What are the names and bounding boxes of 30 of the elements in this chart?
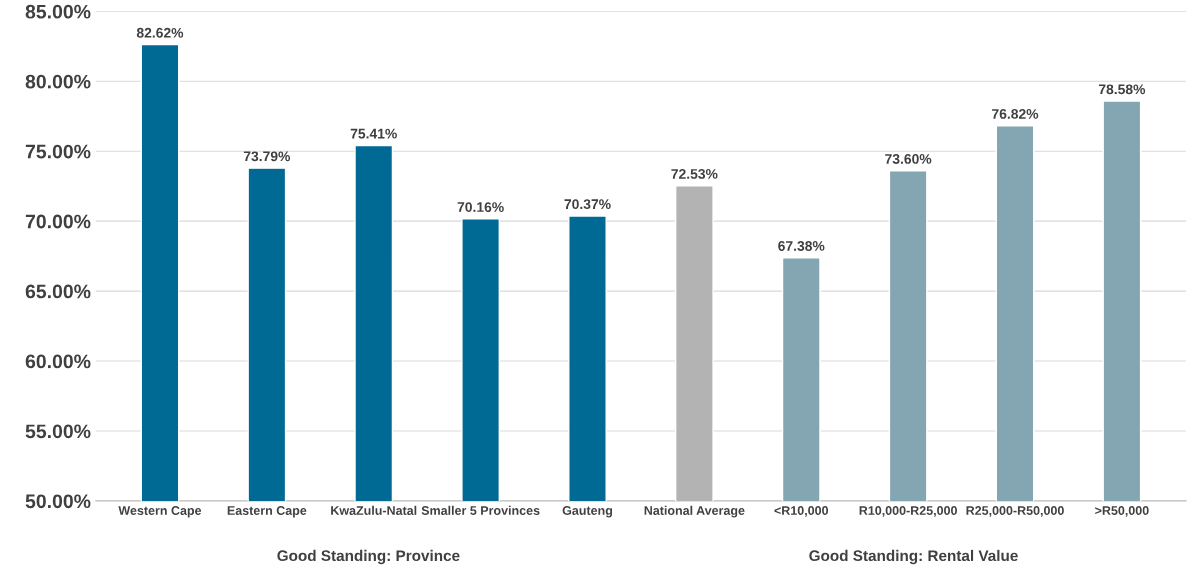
data-label: 70.37% [564, 199, 611, 210]
data-label: 73.79% [243, 151, 291, 162]
data-label: 75.41% [350, 128, 397, 139]
x-tick-label: R25,000-R50,000 [966, 506, 1064, 517]
data-label: 67.38% [778, 241, 825, 251]
x-tick-label: Western Cape [118, 506, 202, 518]
x-tick-label: >R50,000 [1095, 506, 1149, 517]
x-tick-label: Eastern Cape [227, 506, 307, 518]
data-label: 82.62% [136, 27, 184, 38]
data-label: 70.16% [457, 202, 504, 212]
y-tick-label: 50.00% [25, 494, 91, 509]
y-tick-label: 80.00% [25, 74, 91, 89]
data-label: 78.58% [1098, 84, 1146, 95]
x-tick-label: KwaZulu-Natal [331, 505, 417, 515]
y-tick-label: 60.00% [25, 354, 91, 369]
x-tick-label: Gauteng [562, 506, 612, 518]
x-tick-label: National Average [644, 505, 745, 518]
y-tick-label: 75.00% [25, 144, 91, 159]
y-tick-label: 70.00% [25, 214, 91, 229]
x-tick-label: Smaller 5 Provinces [421, 505, 540, 515]
y-tick-label: 85.00% [25, 4, 91, 19]
x-tick-label: R10,000-R25,000 [859, 506, 957, 517]
y-tick-label: 65.00% [25, 284, 91, 299]
y-tick-label: 55.00% [25, 424, 91, 439]
data-label: 72.53% [671, 169, 718, 179]
data-label: 73.60% [885, 154, 932, 164]
data-label: 76.82% [992, 109, 1039, 119]
x-tick-label: <R10,000 [774, 506, 829, 517]
text: Good Standing: Rental Value [809, 549, 1018, 565]
text: Good Standing: Province [277, 549, 460, 565]
